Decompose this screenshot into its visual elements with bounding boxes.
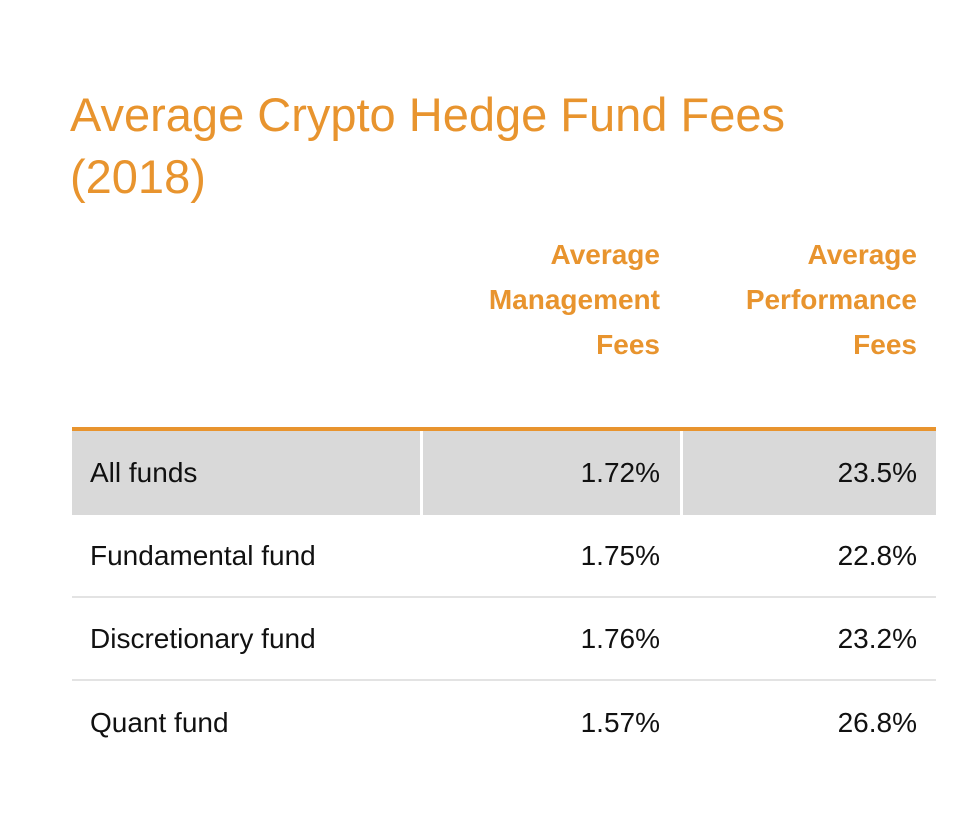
table-row-quant-fund: Quant fund 1.57% 26.8%	[72, 681, 936, 764]
row-label: Quant fund	[90, 706, 229, 738]
table-row-all-funds: All funds 1.72% 23.5%	[72, 431, 936, 515]
column-header-line: Average	[550, 239, 660, 270]
performance-fee-value: 22.8%	[837, 539, 917, 571]
performance-fee-value: 23.2%	[837, 622, 917, 654]
column-header-line: Average	[807, 239, 917, 270]
performance-fee-value: 23.5%	[680, 431, 936, 515]
row-label: Discretionary fund	[90, 622, 316, 654]
management-fee-value: 1.76%	[580, 622, 660, 654]
table-row-discretionary-fund: Discretionary fund 1.76% 23.2%	[72, 598, 936, 681]
column-header-line: Fees	[596, 329, 660, 360]
column-header-line: Performance	[745, 284, 917, 315]
chart-title: Average Crypto Hedge Fund Fees (2018)	[70, 88, 785, 203]
column-header-line: Fees	[853, 329, 917, 360]
management-fee-value: 1.72%	[420, 431, 680, 515]
management-fee-value: 1.57%	[580, 706, 660, 738]
table-row-fundamental-fund: Fundamental fund 1.75% 22.8%	[72, 515, 936, 598]
management-fee-value: 1.75%	[580, 539, 660, 571]
fees-table: All funds 1.72% 23.5% Fundamental fund 1…	[72, 427, 936, 764]
row-label: Fundamental fund	[90, 539, 316, 571]
column-header-line: Management	[488, 284, 660, 315]
column-header-management-fees: Average Management Fees	[420, 232, 660, 367]
performance-fee-value: 26.8%	[837, 706, 917, 738]
column-header-performance-fees: Average Performance Fees	[680, 232, 917, 367]
row-label: All funds	[90, 457, 198, 488]
